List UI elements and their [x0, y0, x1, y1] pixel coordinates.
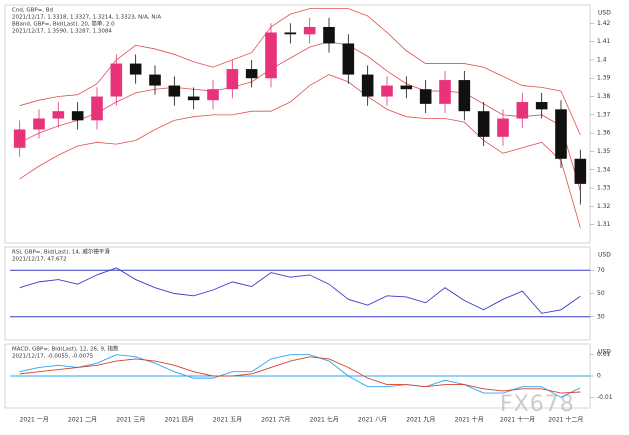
band-subtitle: 2021/12/17, 1.3590, 1.3287, 1.3084: [12, 29, 112, 35]
x-tick-label: 2021 九月: [406, 416, 435, 424]
panel-title: Cnd, GBP=, Bd: [12, 8, 53, 14]
candle-body: [381, 85, 393, 97]
candle-body: [439, 80, 451, 104]
x-tick-label: 2021 八月: [358, 417, 387, 424]
candle-body: [342, 43, 355, 75]
candle-body: [149, 74, 161, 86]
candle-body: [13, 129, 26, 148]
y-tick-label: 30: [597, 313, 605, 320]
x-tick-label: 2021 五月: [213, 417, 242, 424]
candle-body: [303, 26, 316, 35]
panel-frame: [4, 4, 591, 244]
band-title: BBand, GBP=, Bid(Last), 20, 简单, 2.0: [12, 20, 115, 28]
x-tick-label: 2021 十一月: [500, 416, 535, 424]
y-tick-label: 1.38: [597, 93, 611, 100]
candle-body: [400, 85, 413, 90]
y-tick-label: -0.01: [597, 394, 613, 401]
candle-body: [497, 118, 509, 137]
candle-body: [168, 85, 181, 97]
y-tick-label: 1.34: [597, 166, 611, 173]
x-tick-label: 2021 七月: [310, 416, 339, 424]
candle-body: [516, 102, 529, 119]
candle-body: [33, 118, 45, 130]
y-tick-label: 1.36: [597, 130, 611, 137]
panel-subtitle: 2021/12/17, 1.3318, 1.3327, 1.3214, 1.33…: [12, 15, 161, 21]
band-middle: [19, 41, 581, 191]
candle-body: [245, 69, 258, 79]
candle-body: [361, 74, 374, 97]
x-tick-label: 2021 十二月: [548, 416, 583, 424]
y-tick-label: 1.37: [597, 111, 611, 118]
candle-body: [419, 89, 432, 104]
candle-body: [91, 96, 103, 121]
series-line: [19, 354, 581, 398]
y-tick-label: 1.41: [597, 38, 611, 45]
candle-body: [129, 63, 142, 75]
panel-subtitle: 2021/12/17, -0.0055, -0.0075: [12, 354, 94, 360]
axis-unit: USD: [598, 349, 611, 356]
y-tick-label: 1.39: [597, 75, 611, 82]
band-lower: [19, 74, 581, 228]
x-tick-label: 2021 十月: [455, 416, 484, 424]
y-tick-label: 70: [597, 267, 605, 274]
series-line: [19, 356, 581, 394]
candle-body: [226, 69, 239, 90]
x-tick-label: 2021 三月: [116, 417, 145, 424]
x-tick-label: 2021 一月: [20, 417, 49, 424]
watermark: FX678: [500, 392, 575, 417]
candle-body: [323, 26, 335, 44]
candle-body: [265, 32, 277, 79]
panel-subtitle: 2021/12/17, 47.672: [12, 257, 66, 263]
candle-body: [458, 80, 471, 112]
y-tick-label: 1.4: [597, 56, 607, 63]
candle-body: [555, 109, 567, 159]
y-tick-label: 0.01: [597, 351, 611, 358]
candle-body: [52, 111, 65, 119]
axis-unit: USD: [598, 252, 611, 259]
candle-body: [535, 102, 548, 110]
candle-body: [574, 158, 587, 184]
x-tick-label: 2021 六月: [261, 416, 290, 424]
panel-title: RSI, GBP=, Bid(Last), 14, 威尔德平滑: [12, 248, 110, 256]
candle-body: [284, 32, 297, 35]
candle-body: [110, 63, 123, 97]
candle-body: [207, 89, 219, 101]
y-tick-label: 1.35: [597, 148, 611, 155]
y-tick-label: 1.31: [597, 221, 611, 228]
y-tick-label: 1.32: [597, 203, 611, 210]
candle-body: [187, 96, 200, 101]
series-line: [19, 267, 581, 314]
axis-unit: USD: [598, 10, 611, 17]
y-tick-label: 1.33: [597, 185, 611, 192]
x-tick-label: 2021 四月: [165, 417, 194, 424]
candle-body: [477, 111, 490, 137]
x-tick-label: 2021 二月: [68, 417, 97, 424]
candle-body: [71, 111, 84, 121]
y-tick-label: 50: [597, 290, 605, 297]
y-tick-label: 1.42: [597, 20, 611, 27]
y-tick-label: 0: [597, 373, 601, 380]
panel-title: MACD, GBP=, Bid(Last), 12, 26, 9, 指数: [12, 345, 119, 353]
